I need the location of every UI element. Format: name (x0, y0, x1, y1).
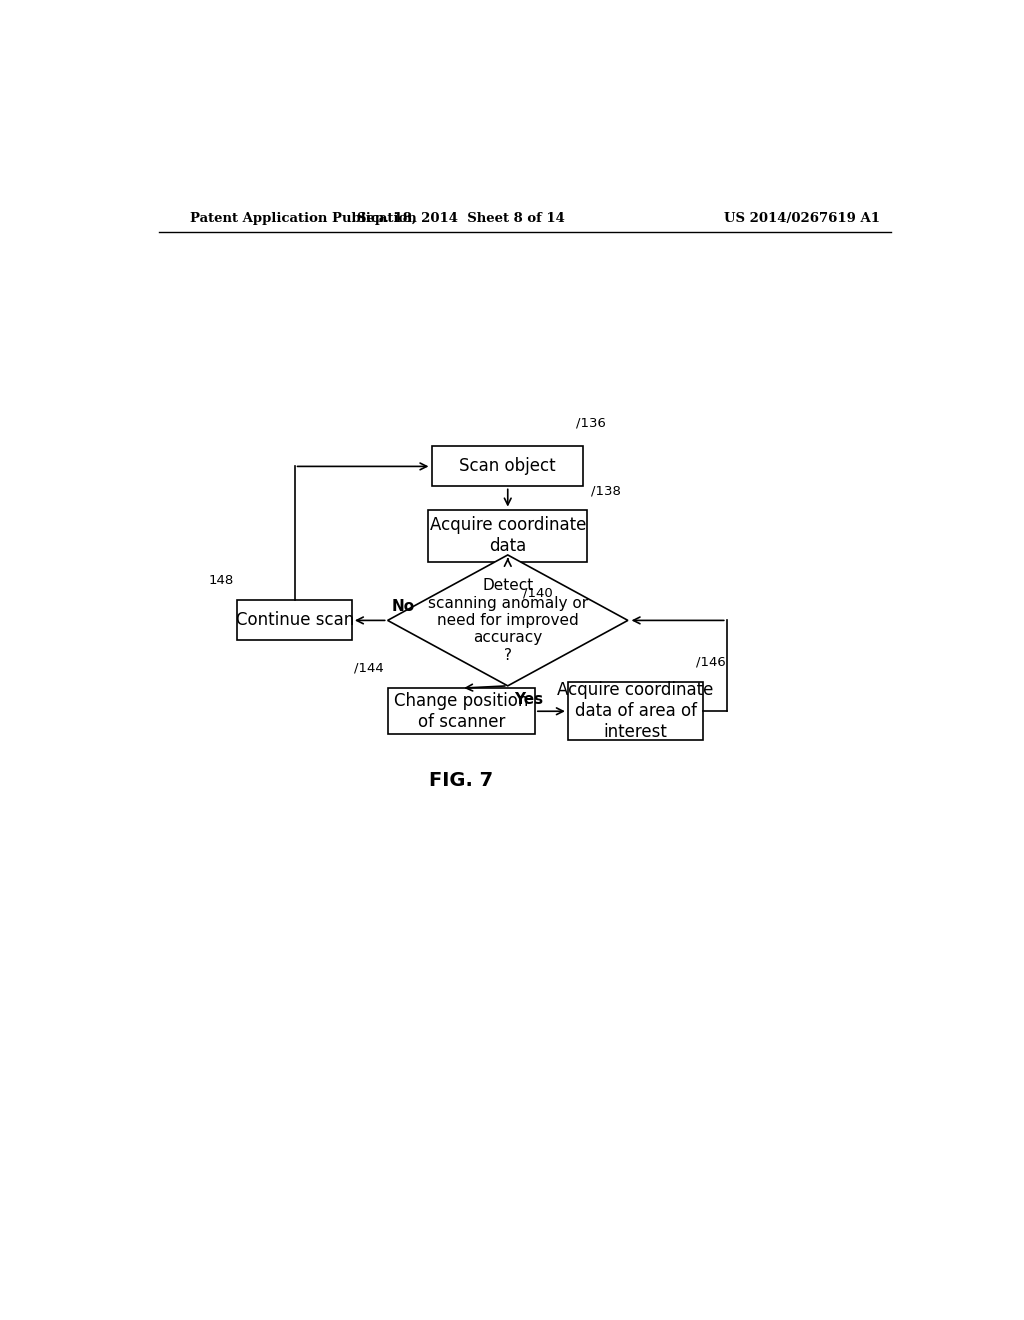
Bar (432, 446, 584, 487)
Bar (388, 688, 535, 734)
Text: Acquire coordinate
data: Acquire coordinate data (429, 516, 586, 556)
Bar (428, 510, 587, 562)
Text: Continue scan: Continue scan (236, 611, 353, 630)
Bar (238, 601, 352, 640)
Text: US 2014/0267619 A1: US 2014/0267619 A1 (724, 213, 881, 224)
Text: 148: 148 (208, 573, 233, 586)
Text: Patent Application Publication: Patent Application Publication (190, 213, 417, 224)
Text: /140: /140 (523, 587, 553, 601)
Text: Acquire coordinate
data of area of
interest: Acquire coordinate data of area of inter… (557, 681, 714, 741)
Text: Yes: Yes (514, 692, 543, 708)
Polygon shape (388, 554, 628, 686)
Text: Sep. 18, 2014  Sheet 8 of 14: Sep. 18, 2014 Sheet 8 of 14 (357, 213, 565, 224)
Text: /144: /144 (354, 661, 384, 675)
Text: FIG. 7: FIG. 7 (429, 771, 494, 789)
Text: Detect
scanning anomaly or
need for improved
accuracy
?: Detect scanning anomaly or need for impr… (428, 578, 588, 663)
Text: Scan object: Scan object (460, 458, 556, 475)
Text: /138: /138 (591, 484, 621, 498)
Text: /136: /136 (575, 416, 605, 429)
Text: /146: /146 (695, 656, 725, 668)
Text: Change position
of scanner: Change position of scanner (394, 692, 528, 731)
Bar (568, 682, 703, 741)
Text: No: No (391, 599, 415, 614)
